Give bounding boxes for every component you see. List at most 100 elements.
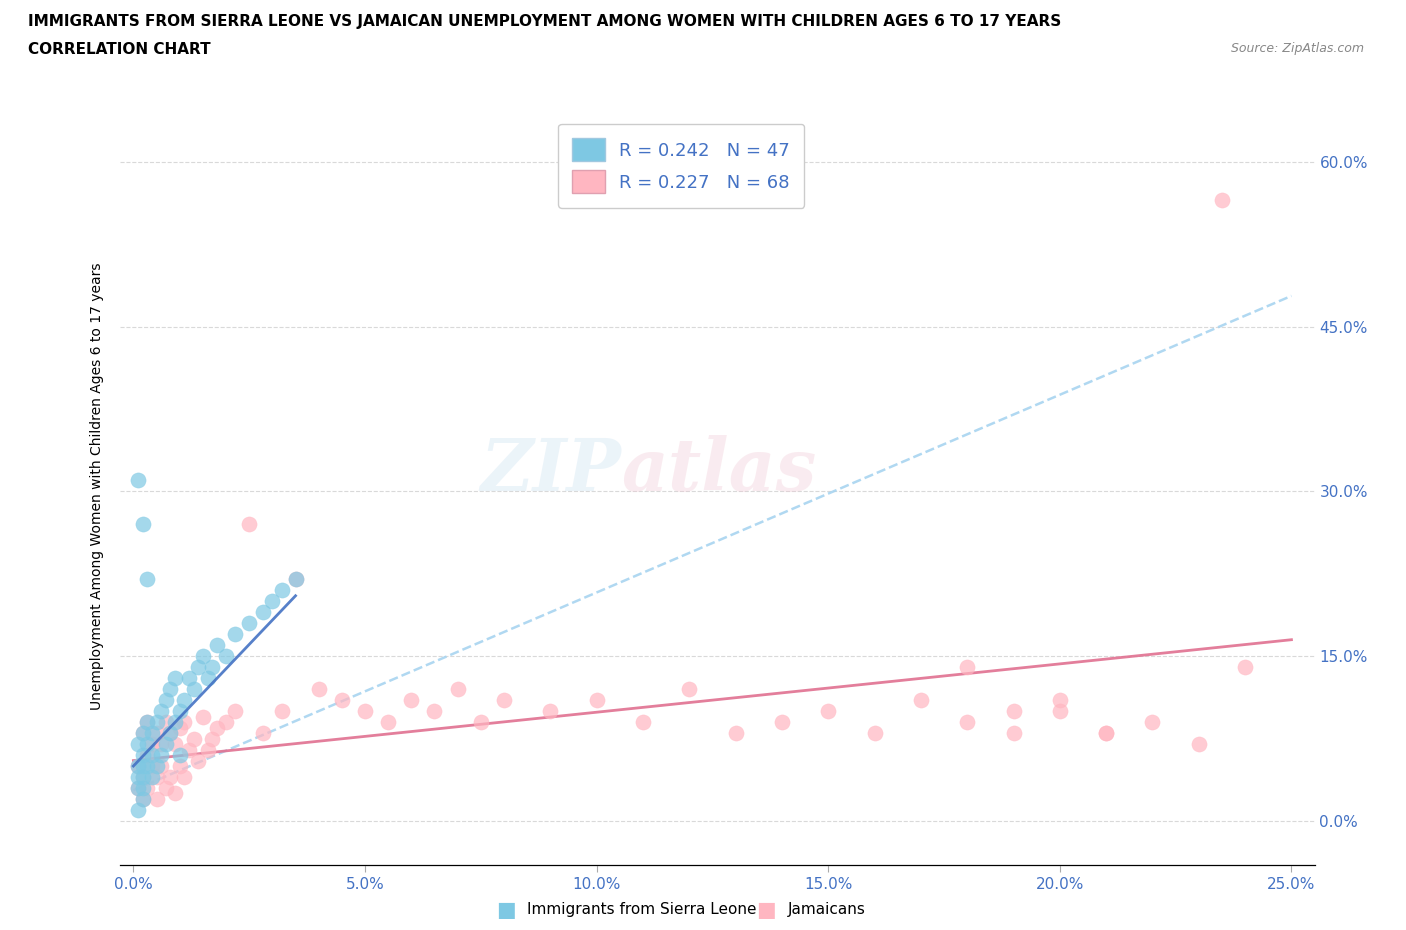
Point [127,780,149,795]
Point [141,725,163,740]
Point [770,714,793,729]
Point [165,737,187,751]
Point [238,517,260,532]
Point [169,759,191,774]
Point [173,714,195,729]
Point [127,770,149,785]
Point [131,517,153,532]
Point [127,780,149,795]
Point [136,572,159,587]
Text: ■: ■ [496,899,516,920]
Point [136,748,159,763]
Point [155,693,177,708]
Point [136,759,159,774]
Point [183,682,205,697]
Point [150,704,173,719]
Point [330,693,353,708]
Point [165,714,187,729]
Point [155,780,177,795]
Point [191,710,214,724]
Text: IMMIGRANTS FROM SIERRA LEONE VS JAMAICAN UNEMPLOYMENT AMONG WOMEN WITH CHILDREN : IMMIGRANTS FROM SIERRA LEONE VS JAMAICAN… [28,14,1062,29]
Point [145,725,167,740]
Point [159,725,181,740]
Text: ■: ■ [756,899,776,920]
Point [165,671,187,685]
Point [155,737,177,751]
Y-axis label: Unemployment Among Women with Children Ages 6 to 17 years: Unemployment Among Women with Children A… [90,262,104,710]
Point [173,693,195,708]
Point [631,714,654,729]
Point [145,770,167,785]
Point [131,725,153,740]
Point [224,627,246,642]
Point [284,572,307,587]
Point [201,731,224,746]
Point [1188,737,1211,751]
Point [270,704,292,719]
Point [136,714,159,729]
Point [270,583,292,598]
Point [377,714,399,729]
Point [187,753,209,768]
Point [1049,693,1071,708]
Point [538,704,561,719]
Point [169,720,191,735]
Point [956,714,979,729]
Point [224,704,246,719]
Point [678,682,700,697]
Point [1095,725,1118,740]
Point [1095,725,1118,740]
Point [447,682,470,697]
Point [145,759,167,774]
Point [169,704,191,719]
Point [141,748,163,763]
Point [956,659,979,674]
Point [197,742,219,757]
Point [136,714,159,729]
Point [1142,714,1164,729]
Point [177,671,200,685]
Point [159,682,181,697]
Point [252,725,274,740]
Point [470,714,492,729]
Point [131,791,153,806]
Point [131,770,153,785]
Point [252,604,274,619]
Point [863,725,886,740]
Point [131,770,153,785]
Point [131,791,153,806]
Point [423,704,446,719]
Point [127,737,149,751]
Point [197,671,219,685]
Point [191,649,214,664]
Text: ZIP: ZIP [481,435,621,506]
Point [150,737,173,751]
Point [155,714,177,729]
Point [205,720,228,735]
Point [141,737,163,751]
Point [238,616,260,631]
Point [910,693,932,708]
Text: Source: ZipAtlas.com: Source: ZipAtlas.com [1230,42,1364,55]
Point [141,759,163,774]
Point [284,572,307,587]
Point [141,770,163,785]
Point [201,659,224,674]
Point [308,682,330,697]
Point [169,748,191,763]
Point [131,725,153,740]
Point [136,737,159,751]
Point [145,791,167,806]
Text: Immigrants from Sierra Leone: Immigrants from Sierra Leone [527,902,756,917]
Point [136,780,159,795]
Point [585,693,607,708]
Point [354,704,377,719]
Point [183,731,205,746]
Point [150,759,173,774]
Point [127,759,149,774]
Text: CORRELATION CHART: CORRELATION CHART [28,42,211,57]
Point [165,786,187,801]
Point [215,649,238,664]
Point [177,742,200,757]
Point [1002,704,1025,719]
